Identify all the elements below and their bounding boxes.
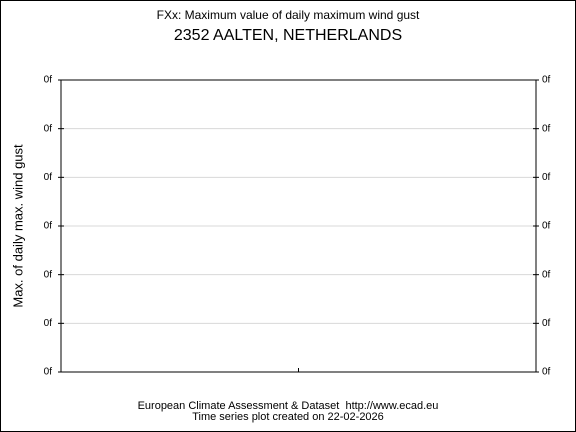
y-tick-label: 0f [44,221,53,232]
y2-tick-label: 0f [542,172,551,183]
y2-tick-label: 0f [542,318,551,329]
footer: European Climate Assessment & Dataset ht… [138,400,439,412]
y2-tick-label: 0f [542,75,551,86]
y-axis-label: Max. of daily max. wind gust [10,144,25,308]
y-tick-label: 0f [44,318,53,329]
y2-tick-label: 0f [542,269,551,280]
y-tick-label: 0f [44,367,53,378]
y-tick-label: 0f [44,172,53,183]
y2-tick-label: 0f [542,221,551,232]
y2-tick-label: 0f [542,123,551,134]
y-tick-label: 0f [44,75,53,86]
chart-title: FXx: Maximum value of daily maximum wind… [157,8,420,22]
y-tick-label: 0f [44,269,53,280]
chart-subtitle: 2352 AALTEN, NETHERLANDS [174,27,402,44]
plot-area [60,79,537,373]
y-tick-label: 0f [44,123,53,134]
y2-tick-label: 0f [542,367,551,378]
footer: Time series plot created on 22-02-2026 [192,411,384,423]
